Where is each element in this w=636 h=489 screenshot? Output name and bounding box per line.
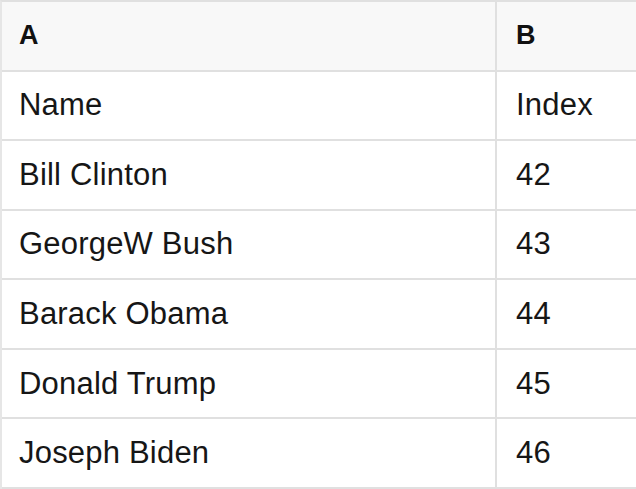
cell-text: 43: [516, 226, 551, 262]
column-header-b-label: B: [516, 20, 536, 51]
table-row: Barack Obama 44: [2, 280, 636, 350]
cell-index-45[interactable]: 45: [497, 350, 636, 418]
table-row: Bill Clinton 42: [2, 141, 636, 211]
table-row: Joseph Biden 46: [2, 419, 636, 489]
cell-text: Barack Obama: [19, 296, 228, 332]
cell-index-43[interactable]: 43: [497, 211, 636, 279]
cell-index-44[interactable]: 44: [497, 280, 636, 348]
column-header-a-label: A: [19, 20, 39, 51]
column-header-a[interactable]: A: [2, 2, 497, 70]
cell-text: 46: [516, 435, 551, 471]
cell-text: Index: [516, 87, 593, 123]
cell-name-joseph-biden[interactable]: Joseph Biden: [2, 419, 497, 487]
cell-text: Joseph Biden: [19, 435, 209, 471]
cell-text: GeorgeW Bush: [19, 226, 233, 262]
column-header-b[interactable]: B: [497, 2, 636, 70]
cell-index-46[interactable]: 46: [497, 419, 636, 487]
cell-text: Donald Trump: [19, 366, 216, 402]
cell-text: Bill Clinton: [19, 157, 168, 193]
spreadsheet-table: A B Name Index Bill Clinton 42 GeorgeW B…: [0, 0, 636, 489]
table-row: GeorgeW Bush 43: [2, 211, 636, 281]
cell-name-barack-obama[interactable]: Barack Obama: [2, 280, 497, 348]
table-row: Donald Trump 45: [2, 350, 636, 420]
cell-name-header[interactable]: Name: [2, 72, 497, 140]
cell-name-donald-trump[interactable]: Donald Trump: [2, 350, 497, 418]
cell-index-42[interactable]: 42: [497, 141, 636, 209]
cell-index-header[interactable]: Index: [497, 72, 636, 140]
cell-text: 45: [516, 366, 551, 402]
column-header-row: A B: [2, 2, 636, 72]
cell-text: 42: [516, 157, 551, 193]
cell-name-bill-clinton[interactable]: Bill Clinton: [2, 141, 497, 209]
cell-name-georgew-bush[interactable]: GeorgeW Bush: [2, 211, 497, 279]
cell-text: Name: [19, 87, 103, 123]
table-row: Name Index: [2, 72, 636, 142]
cell-text: 44: [516, 296, 551, 332]
